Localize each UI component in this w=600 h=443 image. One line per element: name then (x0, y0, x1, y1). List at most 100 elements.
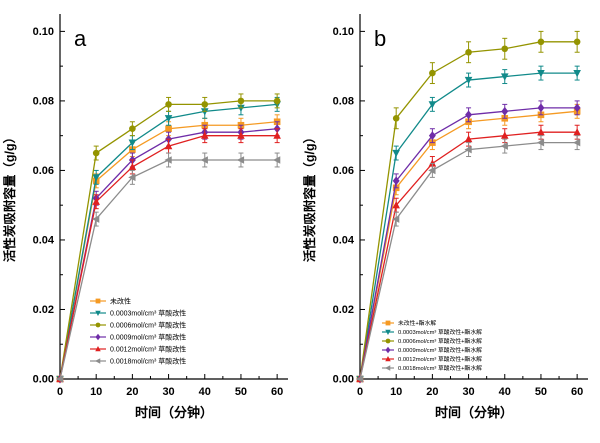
marker-triangle-down (500, 73, 509, 81)
x-tick-label: 40 (499, 386, 511, 398)
legend-item: 0.0009mol/cm³ 草酸改性+酯水解 (382, 346, 482, 354)
marker-triangle-up (273, 131, 281, 139)
legend-item-label: 0.0003mol/cm³ 草酸改性+酯水解 (398, 328, 482, 336)
marker-triangle-up (500, 131, 509, 139)
marker-square (385, 320, 391, 326)
marker-triangle-left (236, 156, 245, 164)
marker-diamond (95, 333, 101, 341)
legend-item-label: 0.0018mol/cm³ 草酸改性+酯水解 (398, 364, 482, 372)
series-5 (355, 135, 581, 383)
marker-triangle-left (428, 166, 436, 175)
marker-circle (385, 338, 391, 344)
marker-triangle-up (464, 135, 473, 143)
marker-circle (237, 97, 245, 105)
legend-item: 0.0006mol/cm³ 草酸改性+酯水解 (382, 337, 482, 345)
marker-circle (201, 101, 209, 108)
legend-item-label: 0.0006mol/cm³ 草酸改性 (110, 320, 186, 329)
panel-letter: b (374, 26, 386, 51)
legend-item: 0.0006mol/cm³ 草酸改性 (90, 320, 186, 329)
marker-triangle-left (392, 215, 400, 223)
marker-circle (129, 125, 136, 133)
marker-triangle-down (392, 149, 400, 158)
x-tick-label: 20 (426, 386, 438, 398)
marker-triangle-left (164, 156, 172, 164)
legend-item: 0.0018mol/cm³ 草酸改性+酯水解 (382, 364, 482, 372)
marker-triangle-left (273, 156, 281, 164)
y-axis-label: 活性炭吸附容量（g/g） (302, 131, 317, 262)
y-tick-label: 0.02 (33, 304, 54, 316)
marker-triangle-down (464, 76, 473, 85)
x-tick-label: 40 (199, 386, 211, 398)
marker-circle (273, 97, 281, 105)
marker-triangle-down (164, 115, 173, 123)
marker-triangle-down (537, 69, 545, 78)
marker-triangle-up (92, 197, 100, 205)
x-axis-label: 时间（分钟） (135, 405, 213, 420)
legend-item-label: 0.0012mol/cm³ 草酸改性 (110, 344, 186, 353)
x-axis-label: 时间（分钟） (435, 405, 513, 420)
tick-labels: 0 10 20 30 40 50 60 0.00 0.02 0.04 0.06 0.08 0.10 (333, 26, 584, 398)
marker-triangle-left (55, 375, 64, 383)
marker-circle (95, 322, 101, 328)
legend-item-label: 未改性 (110, 296, 131, 305)
y-tick-label: 0.02 (333, 304, 354, 316)
legend-item: 0.0012mol/cm³ 草酸改性+酯水解 (382, 355, 482, 363)
legend-item-label: 未改性+酯水解 (398, 319, 436, 327)
marker-triangle-up (385, 356, 391, 362)
marker-triangle-up (237, 131, 245, 139)
marker-triangle-left (92, 215, 100, 223)
ticks (359, 30, 578, 380)
marker-triangle-down (92, 174, 100, 182)
x-tick-label: 50 (235, 386, 247, 398)
marker-diamond (392, 176, 400, 186)
axes (59, 14, 288, 380)
legend-item-label: 0.0006mol/cm³ 草酸改性+酯水解 (398, 337, 482, 345)
panel-letter: a (74, 26, 87, 51)
marker-triangle-up (200, 131, 209, 139)
marker-triangle-up (573, 128, 581, 136)
series-2 (56, 93, 281, 383)
x-tick-label: 30 (162, 386, 174, 398)
marker-triangle-down (428, 101, 437, 109)
x-tick-label: 10 (390, 386, 402, 398)
x-tick-label: 50 (535, 386, 547, 398)
marker-circle (501, 45, 509, 53)
marker-triangle-left (385, 365, 391, 371)
series-2 (356, 30, 581, 383)
marker-square (95, 298, 101, 304)
y-tick-label: 0.04 (33, 234, 55, 246)
x-tick-label: 30 (462, 386, 474, 398)
legend-item-label: 0.0009mol/cm³ 草酸改性 (110, 332, 186, 341)
y-tick-label: 0.10 (33, 26, 54, 38)
x-tick-label: 60 (571, 386, 583, 398)
legend-item: 0.0009mol/cm³ 草酸改性 (90, 332, 186, 341)
marker-circle (573, 38, 581, 46)
panel-a-chart: 0 10 20 30 40 50 60 0.00 0.02 0.04 0.06 0.08 0.10 时间（… (2, 14, 288, 420)
marker-triangle-up (392, 201, 400, 209)
y-tick-label: 0.00 (33, 374, 54, 386)
marker-circle (392, 114, 400, 122)
marker-circle (465, 48, 472, 56)
y-tick-label: 0.08 (333, 95, 354, 107)
marker-triangle-left (128, 173, 136, 182)
y-axis-label: 活性炭吸附容量（g/g） (2, 131, 17, 262)
panel-b: 0 10 20 30 40 50 60 0.00 0.02 0.04 0.06 0.08 0.10 时间（… (300, 0, 600, 443)
legend-item-label: 0.0009mol/cm³ 草酸改性+酯水解 (398, 346, 482, 354)
marker-triangle-down (573, 69, 581, 78)
marker-triangle-down (128, 139, 137, 147)
legend-item: 未改性 (90, 296, 131, 305)
marker-diamond (385, 346, 391, 354)
tick-labels: 0 10 20 30 40 50 60 0.00 0.02 0.04 0.06 0.08 0.10 (33, 26, 284, 398)
x-tick-label: 20 (126, 386, 138, 398)
legend-item-label: 0.0018mol/cm³ 草酸改性 (110, 356, 186, 365)
marker-triangle-up (537, 128, 545, 136)
ticks (59, 30, 278, 380)
legend-item: 0.0003mol/cm³ 草酸改性 (90, 308, 186, 317)
x-tick-label: 60 (271, 386, 283, 398)
x-tick-label: 10 (90, 386, 102, 398)
marker-triangle-up (95, 346, 101, 352)
marker-triangle-left (500, 142, 508, 150)
axes (359, 14, 588, 380)
